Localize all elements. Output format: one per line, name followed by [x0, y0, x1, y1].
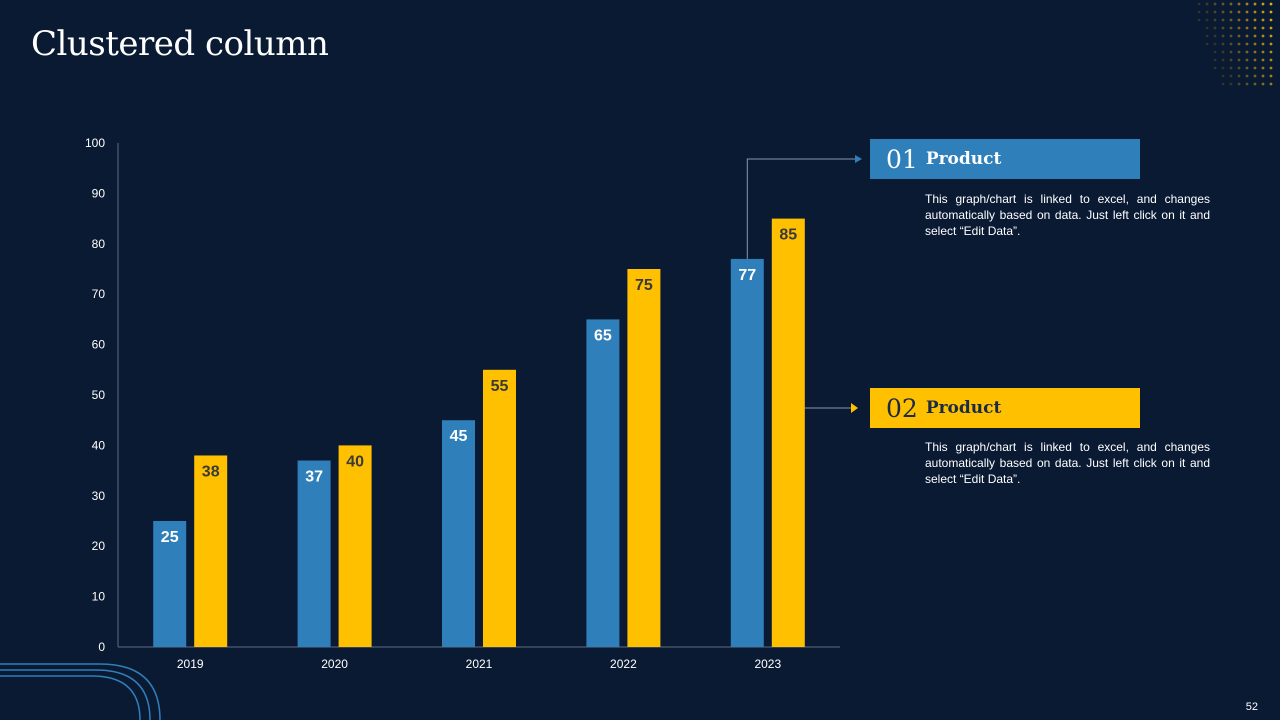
- data-label: 25: [161, 529, 179, 546]
- bar-series-1: [297, 460, 331, 647]
- bar-series-1: [586, 319, 620, 647]
- decorative-arcs: [0, 663, 161, 720]
- legend-box-product-01: 01 Product: [870, 139, 1140, 179]
- decorative-dot-pattern: [1197, 2, 1273, 86]
- legend-box-product-02: 02 Product: [870, 388, 1140, 428]
- x-tick-label: 2020: [321, 657, 348, 671]
- data-label: 75: [635, 277, 653, 294]
- bar-series-1: [442, 420, 475, 647]
- data-label: 77: [738, 267, 756, 284]
- bar-series-2: [483, 369, 516, 647]
- x-tick-label: 2021: [466, 657, 493, 671]
- y-tick-label: 90: [92, 186, 106, 200]
- bar-series-2: [771, 218, 805, 647]
- y-tick-label: 10: [92, 590, 106, 604]
- x-tick-label: 2023: [754, 657, 781, 671]
- legend-number-02: 02: [886, 393, 918, 423]
- y-tick-label: 70: [92, 287, 106, 301]
- slide-title: Clustered column: [31, 24, 329, 64]
- bar-series-1: [730, 258, 764, 647]
- page-number: 52: [1245, 701, 1258, 713]
- y-tick-label: 60: [92, 338, 106, 352]
- bar-series-2: [627, 269, 661, 647]
- legend-number-01: 01: [886, 144, 918, 174]
- y-tick-label: 40: [92, 438, 106, 452]
- bar-series-1: [153, 521, 187, 647]
- data-label: 38: [202, 463, 220, 480]
- legend-description-02: This graph/chart is linked to excel, and…: [925, 440, 1210, 486]
- data-label: 45: [450, 428, 468, 445]
- data-label: 55: [491, 378, 509, 395]
- bar-series-2: [194, 455, 228, 647]
- y-tick-label: 0: [98, 640, 105, 654]
- legend-label-01: Product: [925, 149, 1002, 169]
- y-tick-label: 50: [92, 388, 106, 402]
- connector-arrow-01: [855, 155, 862, 163]
- y-tick-label: 80: [92, 237, 106, 251]
- data-label: 37: [305, 469, 323, 486]
- data-label: 85: [779, 227, 797, 244]
- legend-label-02: Product: [925, 398, 1002, 418]
- bar-series-2: [338, 445, 372, 647]
- y-tick-label: 100: [85, 136, 105, 150]
- y-tick-label: 20: [92, 539, 106, 553]
- x-tick-label: 2019: [177, 657, 204, 671]
- legend-description-01: This graph/chart is linked to excel, and…: [925, 192, 1210, 238]
- x-tick-label: 2022: [610, 657, 637, 671]
- data-label: 65: [594, 327, 612, 344]
- connector-arrow-02: [851, 403, 858, 413]
- connector-line-01: [746, 158, 855, 259]
- data-label: 40: [346, 453, 364, 470]
- y-tick-label: 30: [92, 489, 106, 503]
